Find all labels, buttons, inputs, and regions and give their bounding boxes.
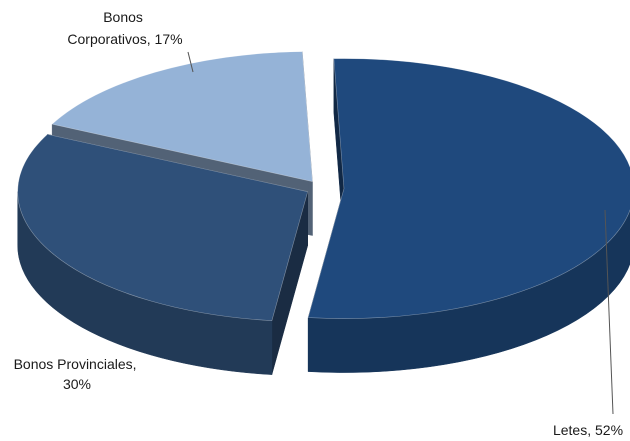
pie-slice-bonos-provinciales [17,133,309,321]
slice-label-bonos-corporativos-line2: Corporativos, 17% [67,31,182,47]
slice-label-bonos-provinciales-line1: Bonos Provinciales, [14,356,137,372]
slice-label-letes: Letes, 52% [553,422,623,438]
pie-slices [17,51,630,375]
pie-slice-bonos-corporativos [51,51,313,182]
leader-line-letes [604,209,614,415]
slice-label-bonos-corporativos-line1: Bonos [103,9,143,25]
slice-label-bonos-corporativos: Bonos Corporativos, 17% [67,9,182,47]
leader-line-bonos-corporativos [187,51,194,73]
pie-slice-letes [307,58,630,319]
slice-label-bonos-provinciales-line2: 30% [63,376,91,392]
slice-label-bonos-provinciales: Bonos Provinciales, 30% [14,356,141,392]
slice-wall-bonos-provinciales-0 [17,191,273,375]
